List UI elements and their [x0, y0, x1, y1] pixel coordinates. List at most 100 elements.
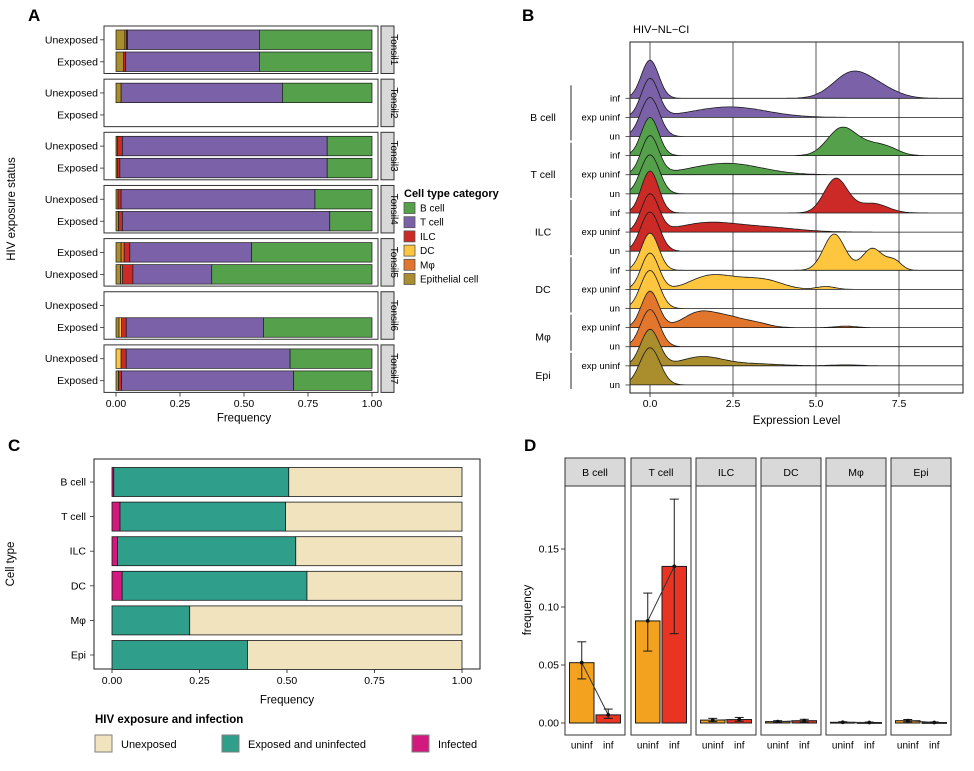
row-label: Unexposed: [45, 34, 98, 46]
facet-panel: [564, 485, 626, 736]
row-label: Unexposed: [45, 300, 98, 312]
legend-swatch: [403, 273, 416, 285]
bar-segment: [122, 135, 328, 157]
legend-swatch: [403, 216, 416, 229]
legend-swatch: [411, 734, 430, 753]
facet-panel: [890, 485, 952, 736]
mean-point: [737, 717, 742, 722]
ridge-row: [630, 309, 963, 348]
mean-point: [579, 660, 584, 665]
row-label: Unexposed: [45, 194, 98, 206]
bar-segment: [259, 29, 373, 50]
mean-point: [802, 718, 807, 723]
mean-point: [932, 720, 937, 725]
y-axis-title: Cell type: [5, 542, 17, 587]
bar-segment: [211, 264, 373, 285]
mean-point: [672, 564, 677, 569]
ridge-row: [630, 211, 963, 252]
bar-segment: [120, 189, 316, 210]
bar-segment: [115, 348, 122, 369]
legend-swatch: [403, 258, 416, 271]
bar-segment: [295, 536, 463, 567]
ridge-row-label: un: [609, 380, 620, 391]
ridge-row-label: inf: [610, 93, 620, 104]
x-tick-label: inf: [669, 741, 680, 752]
x-tick-label: 0.00: [102, 675, 123, 687]
facet-strip-label: Tonsil7: [388, 353, 399, 385]
y-tick-label: 0.00: [539, 718, 560, 730]
panel-b-label: B: [522, 6, 535, 25]
x-tick-label: uninf: [767, 741, 789, 752]
ridge-row-label: exp uninf: [581, 284, 620, 295]
ridge-row: [630, 193, 963, 233]
mean-point: [645, 619, 650, 623]
connector-line: [647, 566, 675, 622]
group-label: DC: [535, 284, 551, 296]
row-label: Unexposed: [45, 141, 98, 153]
legend-item-label: Unexposed: [121, 739, 177, 751]
x-tick-label: 0.25: [170, 398, 191, 410]
bar-segment: [117, 536, 297, 567]
row-label: Exposed: [57, 247, 98, 259]
ridge-row: [630, 290, 963, 328]
ridge-row-label: un: [609, 304, 620, 315]
legend-swatch: [403, 202, 416, 214]
legend-item-label: Exposed and uninfected: [248, 739, 366, 751]
bar-segment: [111, 501, 121, 532]
row-label: Exposed: [57, 216, 98, 228]
bar-segment: [129, 242, 253, 263]
mean-point: [606, 712, 611, 717]
bar-segment: [115, 317, 120, 338]
bar-segment: [282, 82, 373, 104]
row-label: Exposed: [57, 322, 98, 334]
plot-border: [629, 41, 964, 394]
bar-segment: [306, 570, 463, 601]
bar-segment: [121, 370, 295, 391]
ridge-row-label: exp uninf: [581, 170, 620, 181]
ridge-row-label: un: [609, 189, 620, 200]
ridge-row-label: exp uninf: [581, 227, 620, 238]
bar-segment: [122, 211, 331, 232]
facet-panel: [760, 485, 822, 736]
facet-strip-label: T cell: [649, 467, 674, 479]
y-axis-title: frequency: [522, 585, 534, 636]
bar-segment: [247, 640, 463, 670]
bar-segment: [120, 82, 283, 104]
facet-strip-label: B cell: [582, 467, 608, 479]
ridge-row-label: exp uninf: [581, 112, 620, 123]
bar-segment: [326, 157, 373, 179]
legend-title: Cell type category: [404, 188, 500, 200]
bar-segment: [259, 51, 373, 72]
facet-strip-label: DC: [783, 467, 799, 479]
ridge-row: [630, 269, 963, 309]
bar-segment: [115, 82, 122, 104]
bar-segment: [111, 640, 248, 670]
facet-panel: [695, 485, 757, 736]
bar-segment: [289, 348, 373, 369]
x-tick-label: 0.50: [234, 398, 255, 410]
x-tick-label: inf: [864, 741, 875, 752]
x-tick-label: 0.25: [189, 675, 210, 687]
mean-point: [905, 718, 910, 723]
x-tick-label: uninf: [571, 741, 593, 752]
group-label: T cell: [531, 169, 556, 181]
bar-segment: [288, 467, 463, 497]
row-label: DC: [71, 580, 87, 592]
panel-b-chart: inf exp uninf un inf exp uninf un inf exp uninf…: [530, 24, 964, 427]
x-tick-label: inf: [799, 741, 810, 752]
legend-item-label: DC: [420, 246, 434, 257]
panel-d-chart: 0.00 0.05 0.10 0.15 B cell uninf inf T cell unin…: [522, 457, 952, 752]
ridge-row-label: inf: [610, 151, 620, 162]
chart-title: HIV−NL−CI: [633, 24, 689, 36]
ridge-row: [630, 347, 963, 386]
connector-line: [777, 720, 805, 723]
facet-strip: [380, 131, 395, 181]
facet-strip: [380, 184, 395, 234]
legend-item-label: B cell: [420, 204, 444, 215]
legend-swatch: [403, 230, 416, 243]
bar-segment: [123, 242, 131, 263]
row-label: Mφ: [70, 615, 86, 627]
facet-strip-label: Epi: [913, 467, 928, 479]
bar-segment: [314, 189, 373, 210]
